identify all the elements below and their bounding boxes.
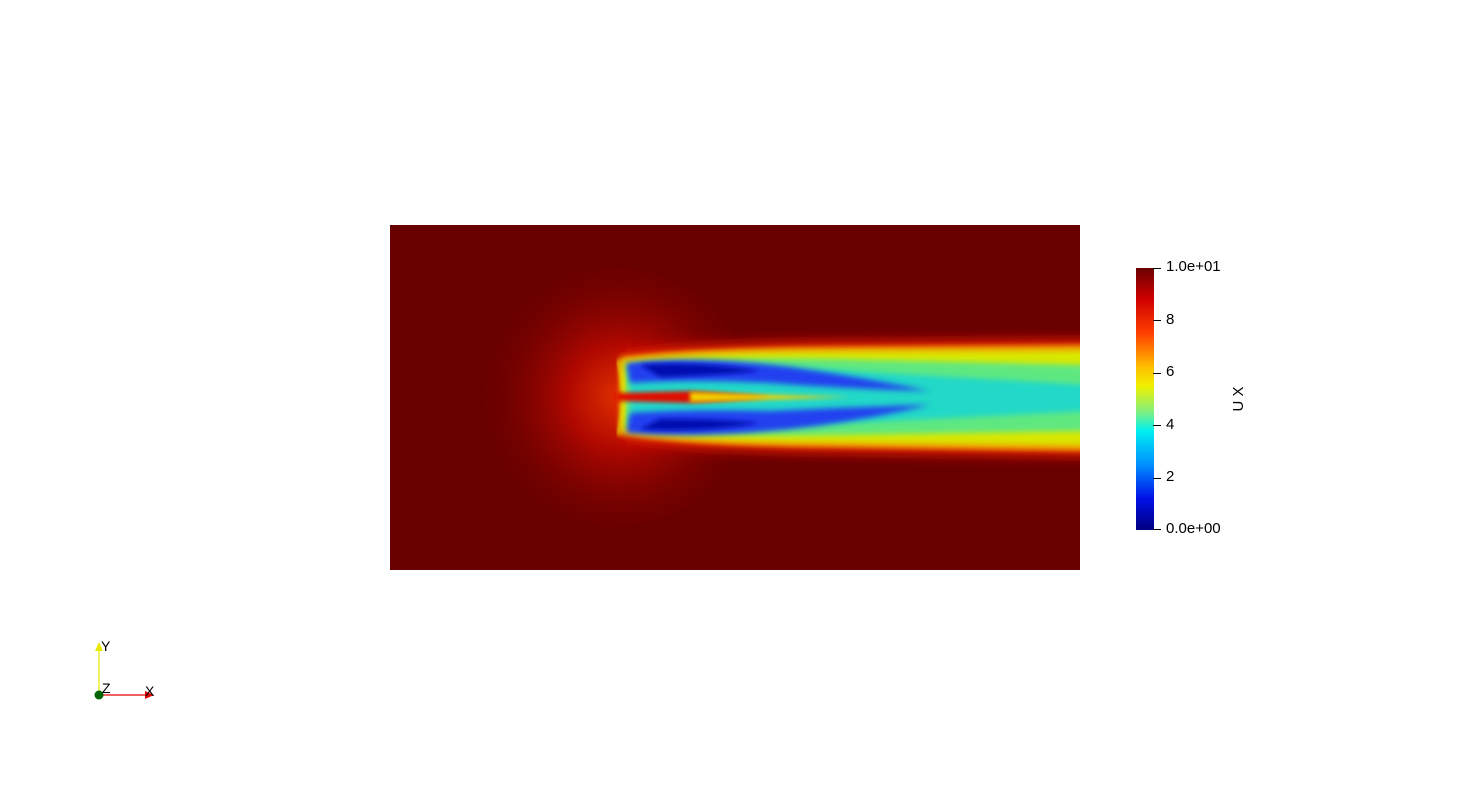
colorbar-max-label: 1.0e+01 bbox=[1166, 259, 1221, 275]
colorbar-tick-label: 2 bbox=[1166, 469, 1174, 485]
velocity-field-plot bbox=[390, 225, 1080, 570]
colorbar-title: U X bbox=[1230, 382, 1248, 416]
axes-triad-graphic: Y X Z bbox=[85, 635, 165, 705]
x-axis-label: X bbox=[145, 683, 155, 699]
colorbar-tick-label: 8 bbox=[1166, 312, 1174, 328]
colorbar-tick bbox=[1153, 320, 1161, 321]
colorbar-tick bbox=[1153, 478, 1161, 479]
colorbar-tick-min bbox=[1153, 529, 1161, 530]
colorbar-min-label: 0.0e+00 bbox=[1166, 521, 1221, 537]
colorbar-tick bbox=[1153, 373, 1161, 374]
orientation-axes-triad[interactable]: Y X Z bbox=[85, 635, 165, 705]
colorbar-tick bbox=[1153, 425, 1161, 426]
colorbar-tick-label: 4 bbox=[1166, 417, 1174, 433]
colorbar-tick-max bbox=[1153, 268, 1161, 269]
colorbar-tick-label: 6 bbox=[1166, 364, 1174, 380]
y-axis-label: Y bbox=[101, 638, 111, 654]
colorbar-gradient bbox=[1136, 268, 1154, 530]
z-axis-label: Z bbox=[102, 680, 111, 696]
